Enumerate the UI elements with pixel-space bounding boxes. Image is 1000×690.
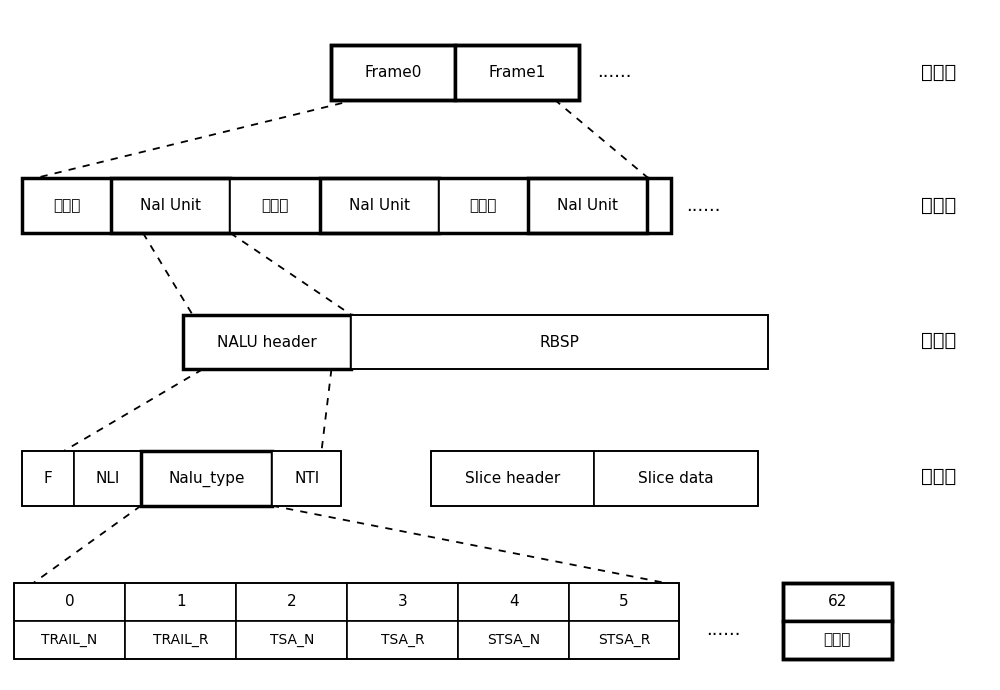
Text: Nal Unit: Nal Unit [349,198,410,213]
Text: Frame1: Frame1 [489,65,546,80]
Text: ......: ...... [706,621,740,640]
Text: 2: 2 [287,594,297,609]
Bar [528,179,647,233]
Bar [347,620,458,658]
Text: 5: 5 [619,594,629,609]
Bar [74,451,141,506]
Bar [183,315,768,369]
Text: 62: 62 [827,594,847,609]
Text: 起始码: 起始码 [261,198,289,213]
Text: ......: ...... [686,197,721,215]
Text: 第一层: 第一层 [921,63,957,82]
Bar [458,620,569,658]
Bar [22,451,341,506]
Bar [455,45,579,99]
Bar [236,582,347,620]
Text: Nalu_type: Nalu_type [168,471,245,486]
Text: Nal Unit: Nal Unit [557,198,618,213]
Bar [331,45,579,99]
Text: Slice header: Slice header [465,471,560,486]
Bar [14,582,125,620]
Text: Frame0: Frame0 [365,65,422,80]
Text: 1: 1 [176,594,185,609]
Bar [439,179,528,233]
Text: STSA_N: STSA_N [487,633,540,647]
Text: 未使用: 未使用 [823,632,851,647]
Text: 第二层: 第二层 [921,196,957,215]
Bar [125,582,236,620]
Text: ......: ...... [597,63,631,81]
Bar [111,179,230,233]
Bar [22,179,111,233]
Bar [458,582,569,620]
Bar [183,315,351,369]
Bar [569,620,679,658]
Bar [272,451,341,506]
Bar [331,45,455,99]
Bar [783,620,892,658]
Text: STSA_R: STSA_R [598,633,650,647]
Bar [14,620,125,658]
Bar [141,451,272,506]
Text: TSA_N: TSA_N [270,633,314,647]
Bar [22,451,74,506]
Text: Nal Unit: Nal Unit [140,198,201,213]
Bar [569,582,679,620]
Text: 0: 0 [65,594,74,609]
Bar [320,179,439,233]
Bar [236,620,347,658]
Bar [347,582,458,620]
Bar [431,451,758,506]
Text: Slice data: Slice data [638,471,714,486]
Bar [431,451,594,506]
Text: 第三层: 第三层 [921,331,957,350]
Bar [783,582,892,620]
Text: TRAIL_R: TRAIL_R [153,633,208,647]
Text: F: F [43,471,52,486]
Text: NLI: NLI [95,471,119,486]
Bar [594,451,758,506]
Bar [14,582,679,658]
Text: TRAIL_N: TRAIL_N [41,633,98,647]
Bar [230,179,320,233]
Bar [351,315,768,369]
Bar [783,582,892,658]
Text: NTI: NTI [294,471,319,486]
Bar [125,620,236,658]
Text: TSA_R: TSA_R [381,633,425,647]
Text: 4: 4 [509,594,519,609]
Text: RBSP: RBSP [540,335,579,350]
Text: 3: 3 [398,594,408,609]
Text: 第四层: 第四层 [921,467,957,486]
Text: 起始码: 起始码 [53,198,80,213]
Text: 起始码: 起始码 [469,198,497,213]
Bar [22,179,671,233]
Text: NALU header: NALU header [217,335,317,350]
